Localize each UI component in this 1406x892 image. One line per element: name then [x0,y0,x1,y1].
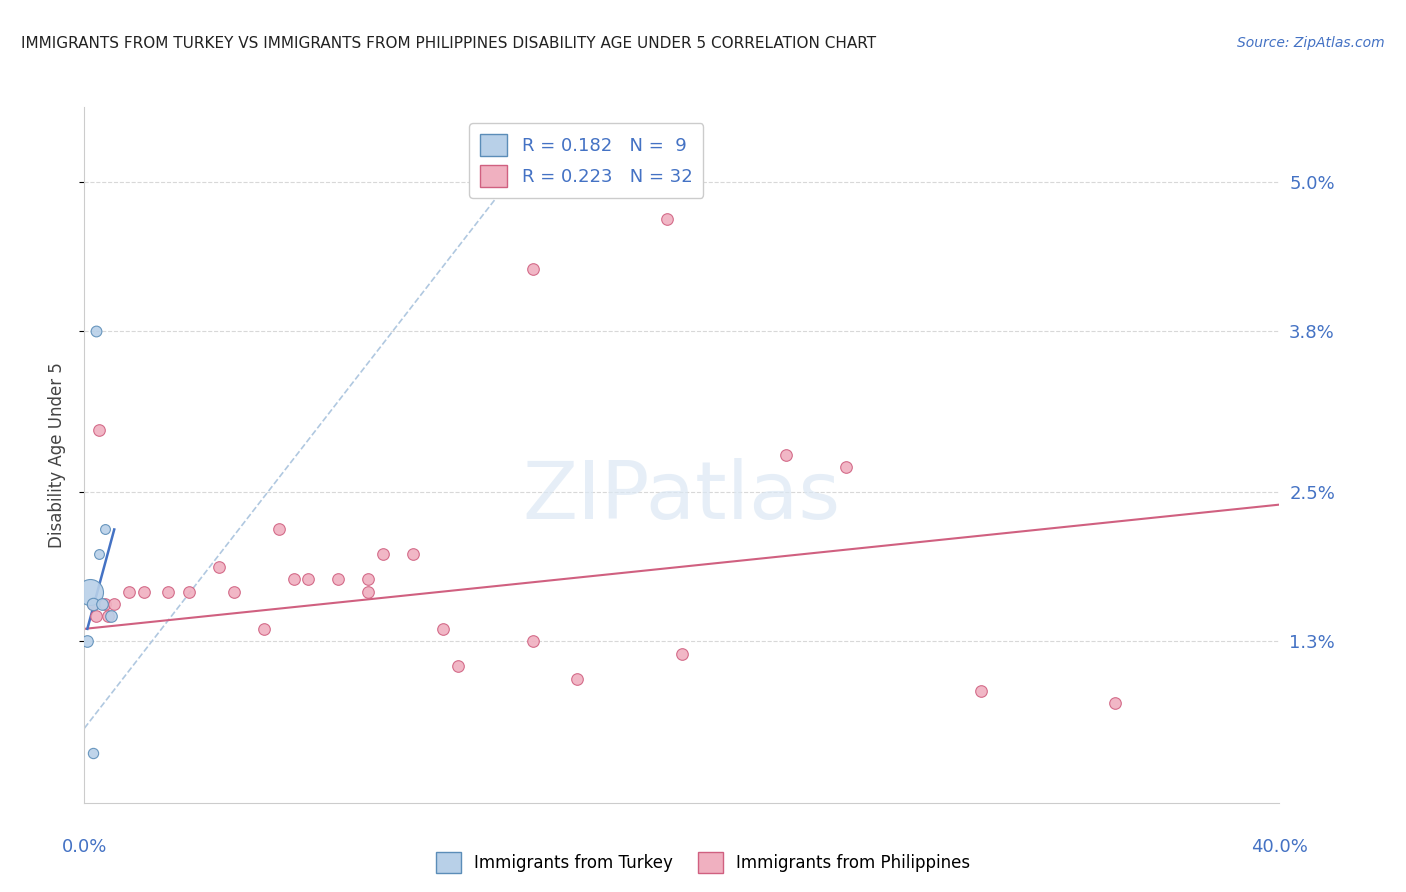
Text: 40.0%: 40.0% [1251,838,1308,856]
Point [94,597,117,611]
Point [100,609,122,624]
Point [522,261,544,276]
Point [94,523,117,537]
Legend: R = 0.182   N =  9, R = 0.223   N = 32: R = 0.182 N = 9, R = 0.223 N = 32 [470,123,703,198]
Point [402,547,425,561]
Point [103,597,125,611]
Point [118,584,141,599]
Point [970,684,993,698]
Point [283,572,305,586]
Point [89,423,111,437]
Point [447,659,470,673]
Point [328,572,350,586]
Point [775,448,797,462]
Point [157,584,180,599]
Point [79,584,101,599]
Point [357,572,380,586]
Point [86,324,108,338]
Point [1104,697,1126,711]
Point [373,547,395,561]
Point [76,634,98,648]
Point [91,597,114,611]
Point [655,211,678,226]
Point [357,584,380,599]
Point [82,746,104,760]
Point [82,597,104,611]
Point [86,609,108,624]
Point [671,647,693,661]
Point [567,672,589,686]
Legend: Immigrants from Turkey, Immigrants from Philippines: Immigrants from Turkey, Immigrants from … [429,846,977,880]
Point [267,523,290,537]
Point [522,634,544,648]
Text: 0.0%: 0.0% [62,838,107,856]
Y-axis label: Disability Age Under 5: Disability Age Under 5 [48,362,66,548]
Point [432,622,454,636]
Point [82,597,104,611]
Point [835,460,858,475]
Point [89,547,111,561]
Point [253,622,276,636]
Point [177,584,200,599]
Point [134,584,156,599]
Text: ZIPatlas: ZIPatlas [523,458,841,536]
Point [208,559,231,574]
Point [97,609,120,624]
Point [297,572,319,586]
Point [222,584,245,599]
Text: Source: ZipAtlas.com: Source: ZipAtlas.com [1237,36,1385,50]
Text: IMMIGRANTS FROM TURKEY VS IMMIGRANTS FROM PHILIPPINES DISABILITY AGE UNDER 5 COR: IMMIGRANTS FROM TURKEY VS IMMIGRANTS FRO… [21,36,876,51]
